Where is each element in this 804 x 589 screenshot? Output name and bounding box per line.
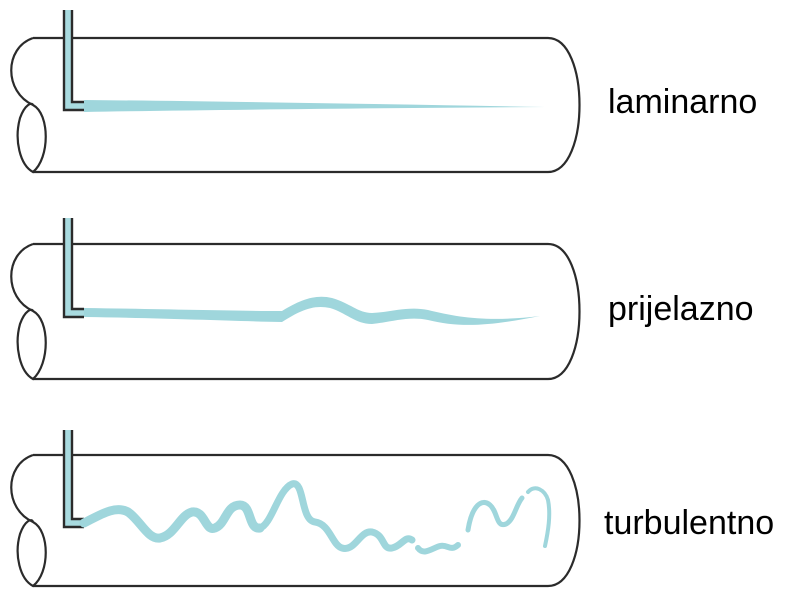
pipe-turbulent <box>10 430 581 588</box>
pipe-body <box>33 242 581 381</box>
dye-streak-transitional <box>84 296 540 325</box>
dye-injector-needle <box>62 218 84 319</box>
label-laminar: laminarno <box>608 83 758 121</box>
dye-streak-laminar <box>84 100 545 112</box>
pipe-open-end <box>10 36 47 174</box>
label-turbulent: turbulentno <box>604 504 775 542</box>
label-transitional: prijelazno <box>608 290 754 328</box>
dye-injector-needle <box>62 430 84 529</box>
pipe-body <box>33 453 581 588</box>
dye-injector-needle <box>62 10 84 112</box>
dye-streak-turbulent <box>79 480 552 555</box>
pipe-transitional <box>10 218 581 381</box>
pipe-open-end <box>10 453 47 588</box>
pipe-laminar <box>10 10 581 174</box>
pipe-open-end <box>10 242 47 381</box>
